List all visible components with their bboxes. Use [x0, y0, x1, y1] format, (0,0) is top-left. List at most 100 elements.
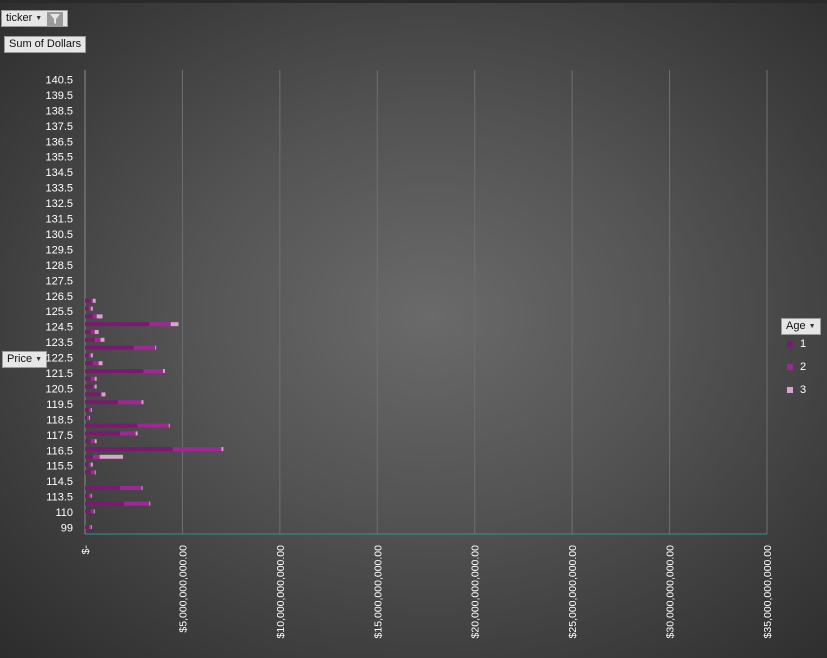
y-tick-label: 133.5 [45, 183, 73, 195]
y-tick-label: 134.5 [45, 167, 73, 179]
legend-swatch [787, 364, 793, 370]
bar-segment-series-3 [88, 415, 90, 420]
y-tick-label: 127.5 [45, 275, 73, 287]
bar-segment-series-3 [141, 400, 144, 405]
bar-segment-series-3 [94, 439, 97, 444]
y-tick-label: 117.5 [46, 430, 73, 442]
y-tick-label: 137.5 [45, 121, 73, 133]
bar-segment-series-2 [88, 462, 91, 467]
x-tick-label: $10,000,000,000.00 [275, 545, 287, 639]
bar-segment-series-2 [88, 408, 91, 412]
bar-segment-series-3 [98, 361, 103, 366]
value-field-label: Sum of Dollars [9, 38, 82, 50]
x-tick-label: $15,000,000,000.00 [372, 545, 384, 639]
y-tick-label: 121.5 [45, 368, 73, 380]
filter-funnel-icon [47, 11, 64, 26]
bar-segment-series-3 [90, 353, 93, 358]
bar-segment-series-1 [85, 376, 91, 381]
x-tick-label: $- [80, 545, 92, 555]
legend-item: 3 [787, 384, 806, 396]
y-tick-label: 130.5 [45, 229, 73, 241]
bar-segment-series-1 [85, 493, 89, 498]
y-tick-label: 114.5 [46, 476, 73, 488]
bar-segment-series-2 [90, 439, 95, 444]
bar-segment-series-1 [85, 501, 124, 506]
bar-segment-series-1 [85, 353, 89, 358]
bar-segment-series-3 [96, 314, 103, 319]
bar-segment-series-3 [101, 392, 106, 397]
y-tick-label: 116.5 [46, 445, 73, 457]
bar-segment-series-1 [85, 298, 91, 303]
bar-segment-series-3 [162, 369, 165, 373]
y-tick-label: 140.5 [45, 75, 73, 87]
bar-segment-series-3 [94, 384, 97, 389]
y-tick-label: 124.5 [45, 322, 73, 334]
bar-segment-series-1 [85, 369, 144, 373]
y-tick-label: 136.5 [45, 136, 73, 148]
bar-segment-series-3 [155, 345, 157, 350]
bar-segment-series-3 [92, 298, 96, 303]
y-tick-label: 139.5 [45, 90, 73, 102]
bar-segment-series-3 [90, 462, 93, 467]
y-tick-label: 135.5 [45, 152, 73, 164]
bar-segment-series-2 [90, 470, 95, 475]
bar-segment-series-1 [85, 462, 89, 467]
dropdown-caret-icon: ▼ [35, 15, 43, 22]
bar-segment-series-3 [93, 509, 95, 514]
bar-segment-series-1 [85, 439, 91, 444]
legend-item: 2 [787, 361, 806, 373]
bar-segment-series-1 [85, 400, 119, 405]
bar-segment-series-1 [85, 314, 93, 319]
bar-segment-series-3 [170, 322, 179, 327]
bar-segment-series-1 [85, 384, 93, 389]
bar-segment-series-1 [85, 423, 138, 428]
x-tick-label: $5,000,000,000.00 [177, 545, 189, 633]
bar-segment-series-1 [85, 415, 87, 420]
bar-segment-series-2 [92, 361, 99, 366]
bar-segment-series-2 [123, 501, 150, 506]
bar-segment-series-1 [85, 345, 134, 350]
bar-segment-series-3 [90, 306, 93, 311]
bar-segment-series-3 [141, 486, 143, 490]
bar-segment-series-2 [172, 447, 222, 451]
bar-segment-series-1 [85, 525, 89, 529]
legend-swatch [787, 387, 793, 393]
bar-segment-series-3 [99, 454, 123, 459]
legend-field-button[interactable]: Age ▼ [781, 318, 821, 335]
bar-segment-series-1 [85, 509, 91, 514]
row-field-button[interactable]: Price ▼ [2, 351, 47, 368]
y-tick-label: 99 [61, 523, 73, 535]
row-field-label: Price [7, 353, 33, 365]
legend-label: 1 [800, 338, 807, 350]
y-tick-label: 115.5 [46, 461, 73, 473]
y-tick-label: 128.5 [45, 260, 73, 272]
bar-segment-series-2 [92, 454, 100, 459]
value-field-button[interactable]: Sum of Dollars [4, 36, 87, 53]
bar-segment-series-3 [135, 431, 138, 436]
bar-segment-series-1 [85, 322, 150, 327]
y-tick-label: 122.5 [45, 353, 73, 365]
bar-segment-series-2 [120, 431, 136, 436]
bar-segment-series-3 [221, 447, 224, 451]
bar-segment-series-2 [118, 400, 142, 405]
bar-segment-series-2 [120, 486, 142, 490]
bar-segment-series-1 [85, 447, 173, 451]
bar-segment-series-2 [90, 298, 93, 303]
bar-segment-series-3 [90, 525, 92, 529]
y-tick-label: 131.5 [45, 214, 73, 226]
bar-segment-series-2 [133, 345, 156, 350]
bar-segment-series-3 [94, 470, 96, 475]
bar-segment-series-3 [90, 408, 92, 412]
bar-segment-series-2 [90, 330, 95, 334]
y-tick-label: 125.5 [45, 306, 73, 318]
bar-segment-series-1 [85, 486, 121, 490]
bar-segment-series-3 [149, 501, 151, 506]
report-filter-button[interactable]: ticker ▼ [1, 10, 69, 27]
bar-segment-series-3 [100, 337, 105, 342]
bar-segment-series-2 [92, 384, 95, 389]
bar-segment-series-1 [85, 337, 95, 342]
bar-segment-series-1 [85, 454, 93, 459]
bar-segment-series-2 [149, 322, 171, 327]
bar-segment-series-2 [94, 337, 101, 342]
